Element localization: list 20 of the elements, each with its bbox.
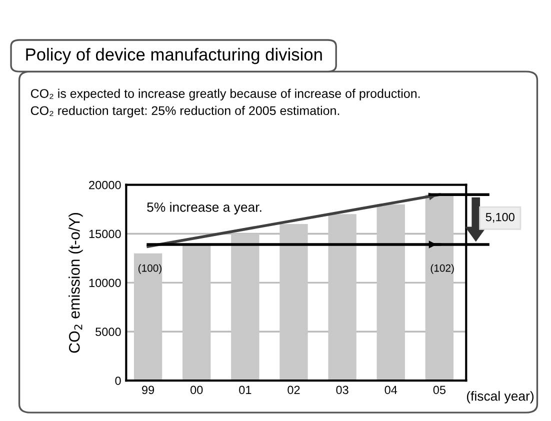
x-tick-label: 00 <box>190 386 203 394</box>
x-tick-label: 99 <box>142 386 154 394</box>
annotation: (100) <box>138 264 162 274</box>
x-axis-title: (fiscal year) <box>466 391 534 404</box>
chart-title: Policy of device manufacturing division <box>26 48 322 64</box>
annotation: 5% increase a year. <box>147 202 262 214</box>
x-tick-label: 04 <box>384 386 398 394</box>
y-tick-label: 5000 <box>96 328 121 336</box>
x-tick-label: 05 <box>433 386 446 394</box>
y-tick-label: 10000 <box>89 278 121 288</box>
y-tick-label: 20000 <box>89 180 121 190</box>
x-tick-label: 03 <box>336 386 348 394</box>
chart-subtitle: CO₂ is expected to increase greatly because of increase of production. CO₂ reduction target: 25% reduction of 2005 estimation. <box>30 88 420 118</box>
y-axis-title: CO$_{2}$ emission (t-o/Y) <box>68 212 83 353</box>
y-tick-label: 15000 <box>89 230 121 238</box>
text: 5,100 <box>486 212 514 223</box>
y-tick-label: 0 <box>115 376 121 385</box>
annotation: (102) <box>430 264 454 274</box>
x-tick-label: 01 <box>239 386 252 394</box>
x-tick-label: 02 <box>288 386 300 394</box>
